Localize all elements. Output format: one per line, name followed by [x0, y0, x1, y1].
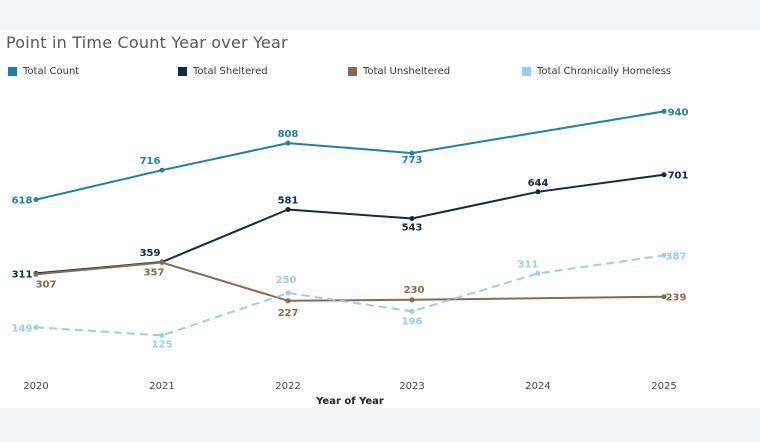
data-label: 230: [404, 285, 425, 296]
data-label: 357: [144, 268, 165, 279]
data-label: 359: [140, 248, 161, 259]
legend-item-total-unsheltered[interactable]: Total Unsheltered: [348, 66, 450, 77]
x-tick-label: 2022: [275, 381, 300, 392]
data-point[interactable]: [285, 207, 291, 212]
series-line-total-count[interactable]: [35, 110, 665, 201]
series-points: [33, 108, 667, 338]
data-label: 773: [402, 155, 423, 166]
data-label: 311: [518, 259, 539, 270]
data-point[interactable]: [159, 260, 165, 265]
data-label: 227: [278, 308, 299, 319]
data-point[interactable]: [661, 294, 667, 300]
data-point[interactable]: [661, 108, 667, 114]
legend-swatch-total-unsheltered: [348, 67, 357, 76]
data-label: 808: [278, 129, 299, 140]
data-label: 581: [278, 196, 299, 207]
x-axis-ticks: 2020 2021 2022 2023 2024 2025: [23, 381, 676, 392]
data-label: 543: [402, 223, 423, 234]
series-line-total-sheltered[interactable]: [35, 173, 665, 275]
x-tick-label: 2021: [149, 381, 174, 392]
data-label: 125: [152, 340, 173, 351]
data-label: 311: [12, 269, 33, 280]
x-axis-label: Year of Year: [315, 396, 384, 407]
data-point[interactable]: [661, 172, 667, 178]
bottom-band: [0, 408, 760, 442]
data-label: 387: [666, 251, 687, 262]
legend-item-total-count[interactable]: Total Count: [8, 66, 79, 77]
series-lines: [35, 110, 665, 337]
x-tick-label: 2023: [399, 381, 424, 392]
x-tick-label: 2025: [651, 381, 676, 392]
data-label: 618: [12, 196, 33, 207]
data-point[interactable]: [409, 216, 415, 221]
data-point[interactable]: [285, 298, 291, 304]
data-point[interactable]: [285, 140, 291, 146]
data-label: 701: [668, 171, 689, 182]
legend-item-total-chronically-homeless[interactable]: Total Chronically Homeless: [522, 66, 671, 77]
data-point[interactable]: [159, 333, 165, 338]
data-point[interactable]: [661, 252, 667, 258]
data-labels: 618 716 808 773 940 311 359 581 543 644 701 307 357 2…: [12, 107, 689, 350]
data-label: 149: [12, 323, 33, 334]
data-label: 250: [276, 275, 297, 286]
chart-title: Point in Time Count Year over Year: [6, 33, 288, 52]
legend-item-total-sheltered[interactable]: Total Sheltered: [178, 66, 268, 77]
data-label: 196: [402, 316, 423, 327]
data-label: 307: [36, 279, 57, 290]
legend-swatch-total-chronically-homeless: [522, 67, 531, 76]
legend-label: Total Sheltered: [193, 66, 268, 77]
data-point[interactable]: [33, 324, 39, 330]
x-tick-label: 2020: [23, 381, 48, 392]
data-point[interactable]: [33, 271, 39, 277]
legend-swatch-total-sheltered: [178, 67, 187, 76]
legend-label: Total Chronically Homeless: [537, 66, 672, 77]
series-line-total-chronically-homeless[interactable]: [35, 254, 665, 337]
data-label: 940: [668, 107, 689, 118]
data-label: 716: [140, 156, 161, 167]
legend-swatch-total-count: [8, 67, 17, 76]
data-point[interactable]: [535, 189, 541, 195]
data-label: 644: [528, 178, 549, 189]
data-label: 239: [666, 293, 687, 304]
data-point[interactable]: [33, 197, 39, 203]
data-point[interactable]: [409, 308, 415, 314]
data-point[interactable]: [159, 167, 165, 173]
data-point[interactable]: [535, 270, 541, 276]
top-band: [0, 0, 760, 30]
legend-label: Total Unsheltered: [363, 66, 451, 77]
x-tick-label: 2024: [525, 381, 550, 392]
data-point[interactable]: [409, 297, 415, 303]
data-point[interactable]: [409, 150, 415, 156]
data-point[interactable]: [285, 290, 291, 296]
legend: Total Count Total Sheltered Total Unshel…: [0, 66, 760, 84]
legend-label: Total Count: [23, 66, 80, 77]
